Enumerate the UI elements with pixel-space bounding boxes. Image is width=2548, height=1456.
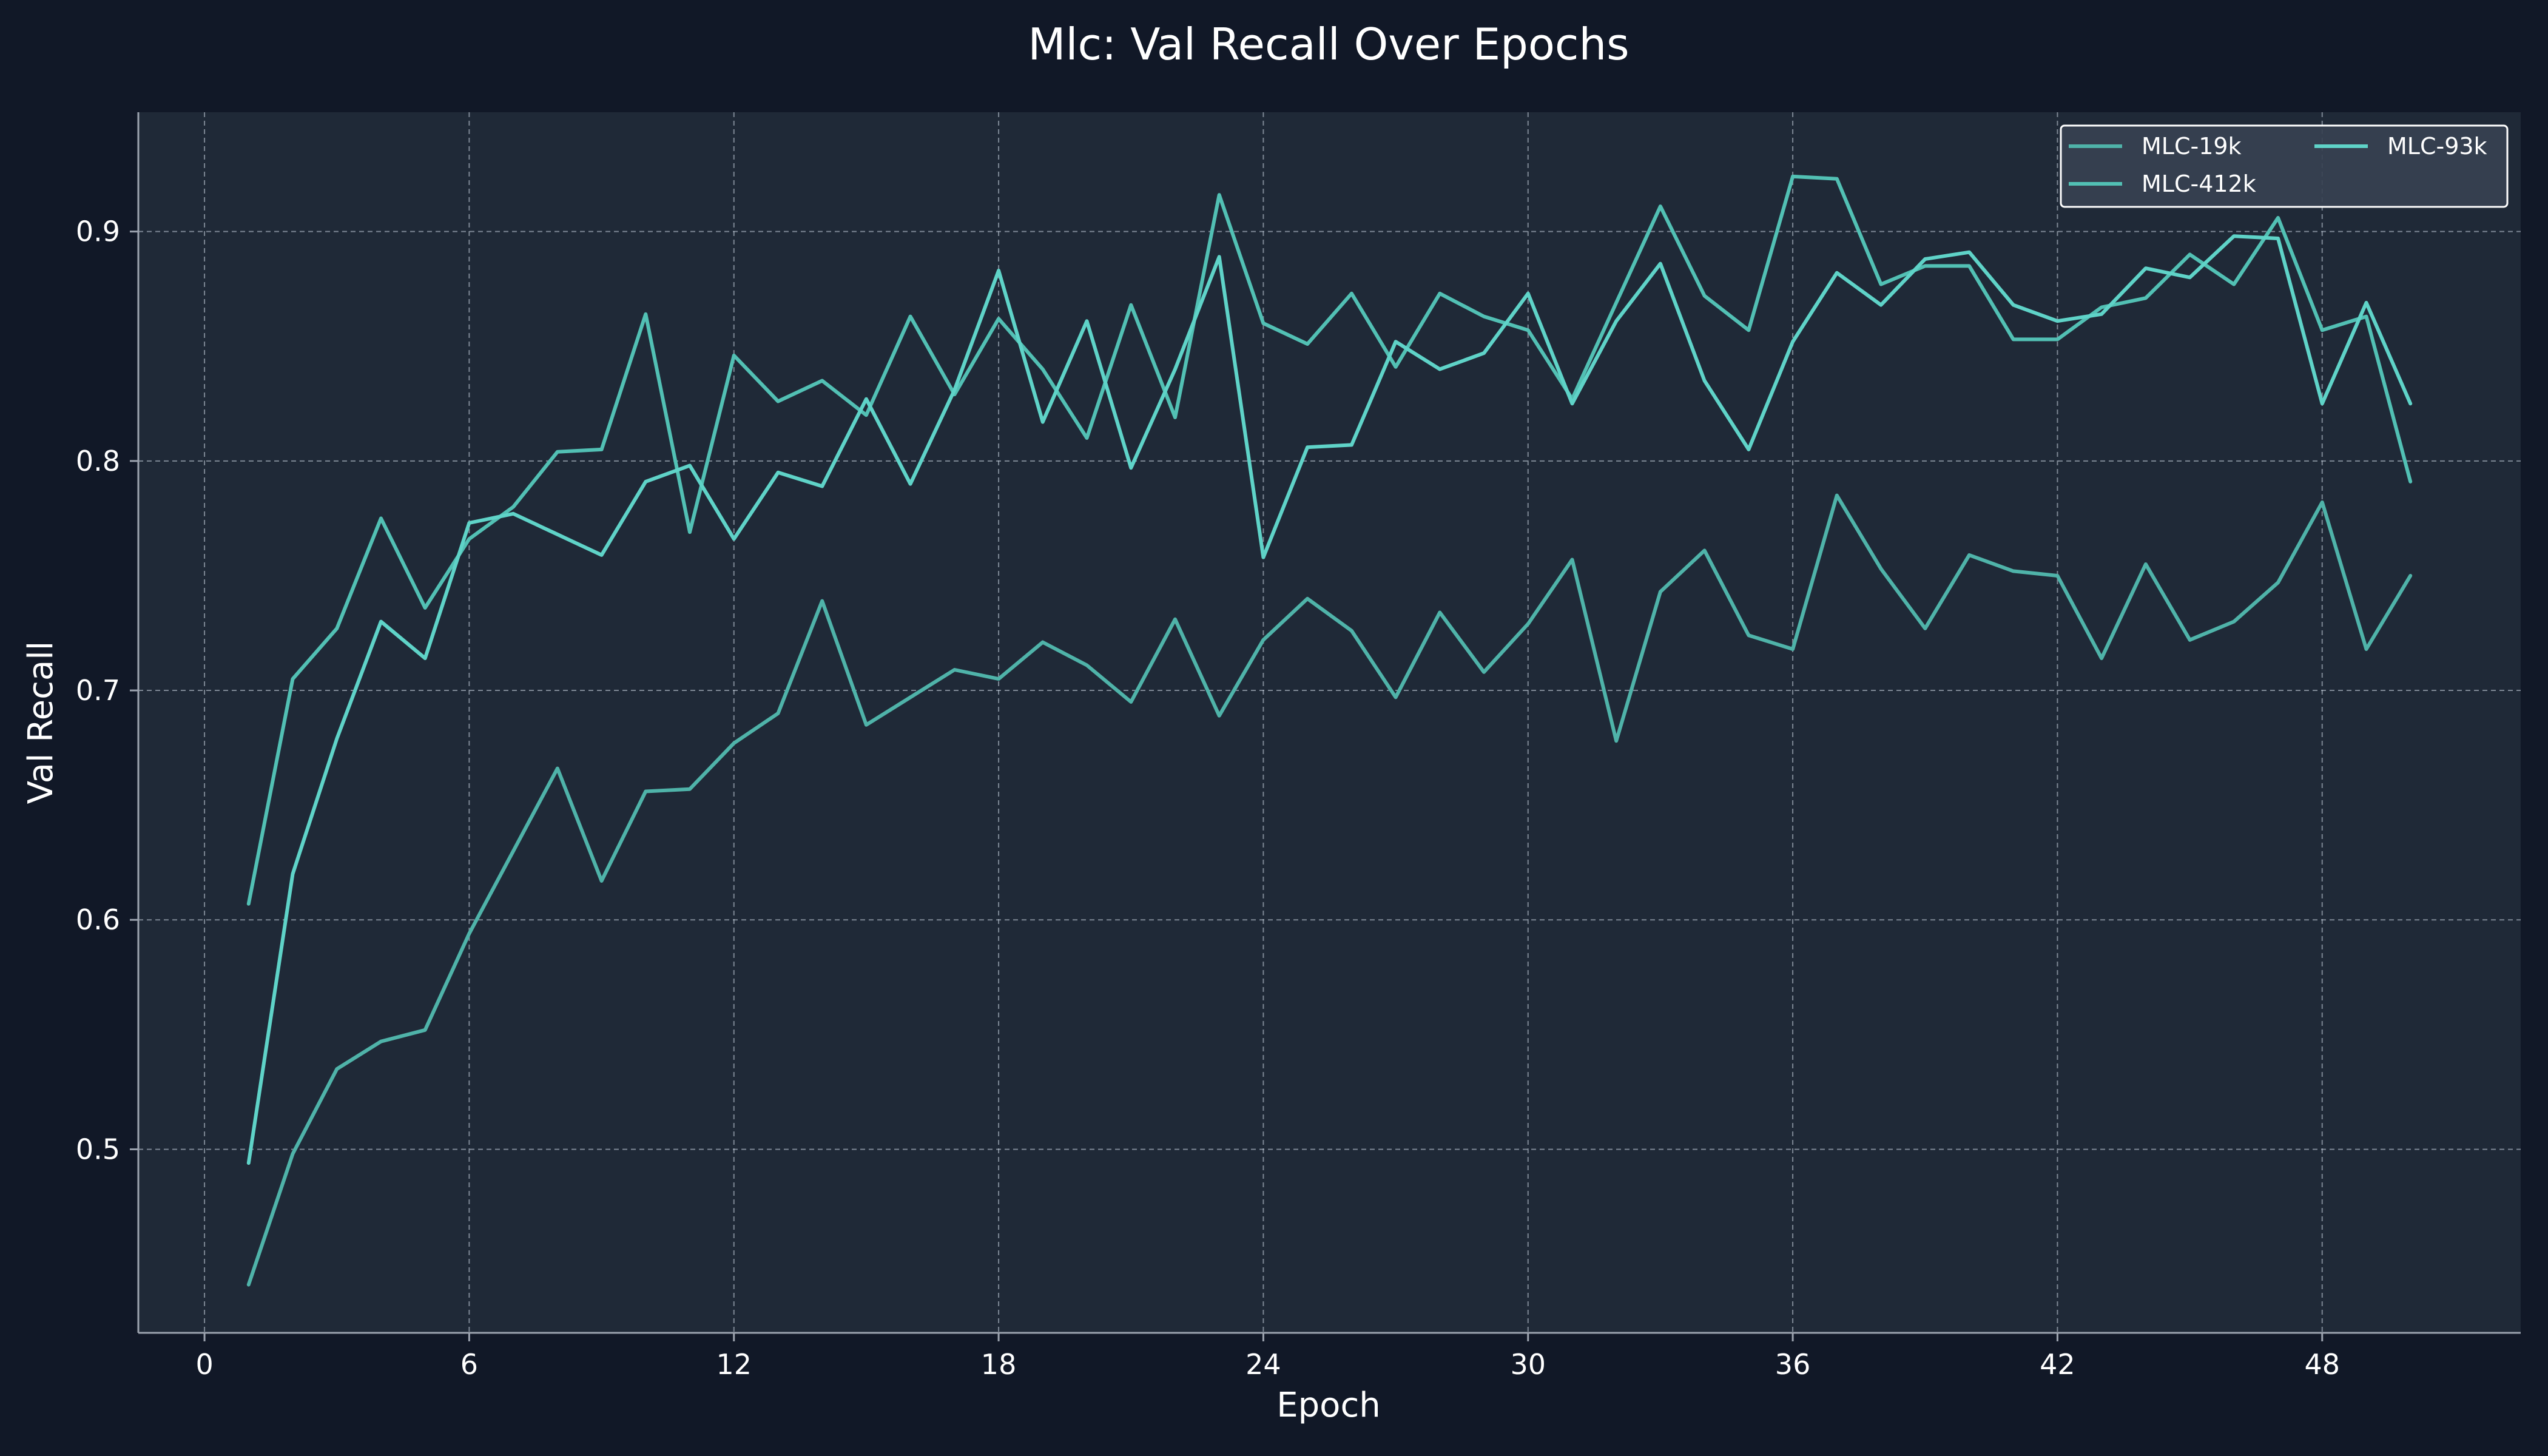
x-tick-label: 6 xyxy=(460,1348,478,1381)
series-line-mlc-19k xyxy=(246,493,2413,1287)
series-lines xyxy=(246,174,2413,1287)
x-tick-label: 48 xyxy=(2304,1348,2340,1381)
plot-area xyxy=(138,112,2521,1333)
legend-box xyxy=(2060,124,2509,208)
x-tick-label: 12 xyxy=(716,1348,752,1381)
x-axis-title: Epoch xyxy=(1276,1386,1380,1425)
series-line-mlc-93k xyxy=(246,234,2413,1165)
x-tick-label: 36 xyxy=(1775,1348,1811,1381)
y-tick-label: 0.6 xyxy=(76,903,120,936)
x-axis-ticks: 0 6 12 18 24 30 36 42 48 xyxy=(195,1333,2340,1381)
y-tick-label: 0.5 xyxy=(76,1133,120,1165)
y-tick-label: 0.9 xyxy=(76,215,120,248)
grid-lines xyxy=(138,112,2521,1333)
series-line-mlc-412k xyxy=(246,174,2413,906)
x-tick-label: 42 xyxy=(2040,1348,2075,1381)
legend: MLC-19k MLC-93k MLC-412k xyxy=(2060,124,2509,208)
chart-title: Mlc: Val Recall Over Epochs xyxy=(1028,19,1629,70)
y-axis-title: Val Recall xyxy=(21,641,61,804)
x-tick-label: 30 xyxy=(1510,1348,1546,1381)
y-tick-label: 0.7 xyxy=(76,674,120,707)
y-axis-ticks: 0.5 0.6 0.7 0.8 0.9 xyxy=(76,215,138,1165)
y-tick-label: 0.8 xyxy=(76,445,120,477)
legend-label-mlc-93k: MLC-93k xyxy=(2387,133,2487,160)
x-tick-label: 0 xyxy=(195,1348,213,1381)
x-tick-label: 24 xyxy=(1245,1348,1281,1381)
legend-label-mlc-19k: MLC-19k xyxy=(2142,133,2242,160)
legend-label-mlc-412k: MLC-412k xyxy=(2142,170,2256,197)
x-tick-label: 18 xyxy=(981,1348,1017,1381)
